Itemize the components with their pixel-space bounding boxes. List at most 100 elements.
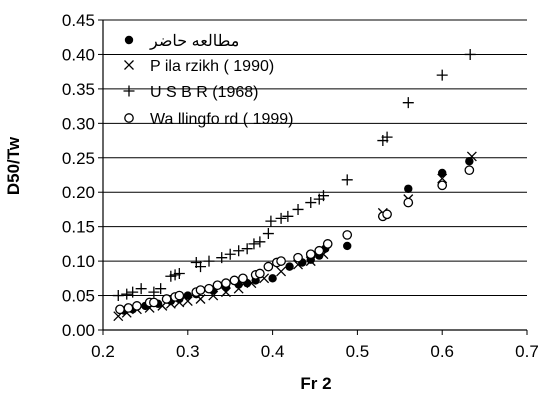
legend-marker <box>124 113 134 123</box>
y-tick-label: 0.30 <box>62 114 95 133</box>
data-point <box>402 97 414 109</box>
data-point <box>174 290 185 301</box>
data-point <box>343 241 352 251</box>
data-point <box>195 261 207 273</box>
data-point <box>293 252 303 263</box>
data-point <box>342 230 353 240</box>
y-tick-label: 0.20 <box>62 183 95 202</box>
series-2 <box>112 48 476 302</box>
gridlines <box>103 19 527 297</box>
data-point <box>183 291 192 300</box>
y-tick-label: 0.40 <box>62 45 95 64</box>
data-point <box>212 280 223 291</box>
data-point <box>305 256 316 267</box>
data-point <box>115 304 125 315</box>
data-point <box>437 173 448 184</box>
data-point <box>265 215 277 227</box>
data-point <box>268 274 277 283</box>
data-point <box>127 286 139 298</box>
data-point <box>135 283 147 295</box>
data-point <box>263 261 274 272</box>
data-point <box>173 268 185 280</box>
data-point <box>403 197 414 208</box>
data-point <box>438 168 447 178</box>
legend-label: مطالعه حاضر <box>149 33 239 50</box>
data-point <box>248 238 260 250</box>
data-point <box>148 286 160 298</box>
x-tick-label: 0.6 <box>430 342 454 361</box>
data-point <box>464 165 475 176</box>
x-tick-label: 0.5 <box>346 342 370 361</box>
data-point <box>229 275 240 286</box>
data-point <box>238 273 248 284</box>
data-point <box>221 278 231 289</box>
y-axis-title: D50/Tw <box>4 136 23 195</box>
data-point <box>292 203 304 215</box>
data-point <box>204 283 214 294</box>
data-point <box>317 190 329 202</box>
x-tick-label: 0.4 <box>261 342 285 361</box>
data-point <box>262 228 274 240</box>
data-point <box>276 256 286 266</box>
data-point <box>254 236 266 248</box>
axes: 0.00 0.05 0.10 0.15 0.20 0.25 0.30 0.35 0.40 0.45… <box>62 11 539 361</box>
data-point <box>276 266 287 277</box>
data-point <box>314 245 325 256</box>
data-point <box>305 249 316 260</box>
data-point <box>341 174 353 186</box>
data-point <box>246 278 257 289</box>
data-point <box>282 210 294 222</box>
data-point <box>161 294 172 304</box>
data-point <box>155 283 167 295</box>
data-point <box>216 252 228 264</box>
data-point <box>404 184 413 193</box>
data-point <box>233 283 244 294</box>
data-point <box>305 197 317 209</box>
data-point <box>112 290 124 302</box>
data-point <box>182 296 193 307</box>
data-point <box>465 157 474 166</box>
y-tick-label: 0.05 <box>62 287 95 306</box>
x-axis-title: Fr 2 <box>300 374 331 393</box>
data-point <box>464 48 476 60</box>
data-point <box>121 288 133 300</box>
y-tick-label: 0.45 <box>62 11 95 30</box>
data-point <box>149 297 159 308</box>
legend-label: Wa llingfo rd ( 1999) <box>150 111 293 128</box>
legend-marker <box>124 35 134 45</box>
series-0 <box>120 157 474 315</box>
data-point <box>255 268 265 279</box>
x-tick-label: 0.7 <box>515 342 539 361</box>
data-point <box>132 301 142 311</box>
y-tick-label: 0.35 <box>62 80 95 99</box>
series-3 <box>115 165 475 315</box>
data-point <box>322 239 333 249</box>
legend-marker <box>123 85 135 97</box>
data-point <box>123 303 134 313</box>
data-point <box>381 131 393 143</box>
legend-label: P ila rzikh ( 1990) <box>150 58 274 75</box>
data-point <box>195 285 206 295</box>
data-point <box>241 243 253 255</box>
legend-label: U S B R (1968) <box>150 84 258 101</box>
data-point <box>224 248 236 260</box>
data-point <box>293 259 303 270</box>
data-point <box>382 209 392 220</box>
data-point <box>233 245 245 257</box>
data-point <box>466 151 477 162</box>
data-point <box>203 255 215 267</box>
x-tick-label: 0.3 <box>176 342 200 361</box>
y-tick-label: 0.00 <box>62 321 95 340</box>
data-point <box>436 69 448 81</box>
x-tick-label: 0.2 <box>91 342 115 361</box>
legend: مطالعه حاضر P ila rzikh ( 1990) U S B R (1… <box>123 33 293 128</box>
y-tick-label: 0.15 <box>62 218 95 237</box>
data-marks <box>112 48 477 322</box>
data-point <box>437 180 448 191</box>
data-point <box>221 287 231 298</box>
legend-marker <box>124 60 134 70</box>
y-tick-label: 0.10 <box>62 252 95 271</box>
data-point <box>285 262 294 271</box>
y-tick-label: 0.25 <box>62 149 95 168</box>
